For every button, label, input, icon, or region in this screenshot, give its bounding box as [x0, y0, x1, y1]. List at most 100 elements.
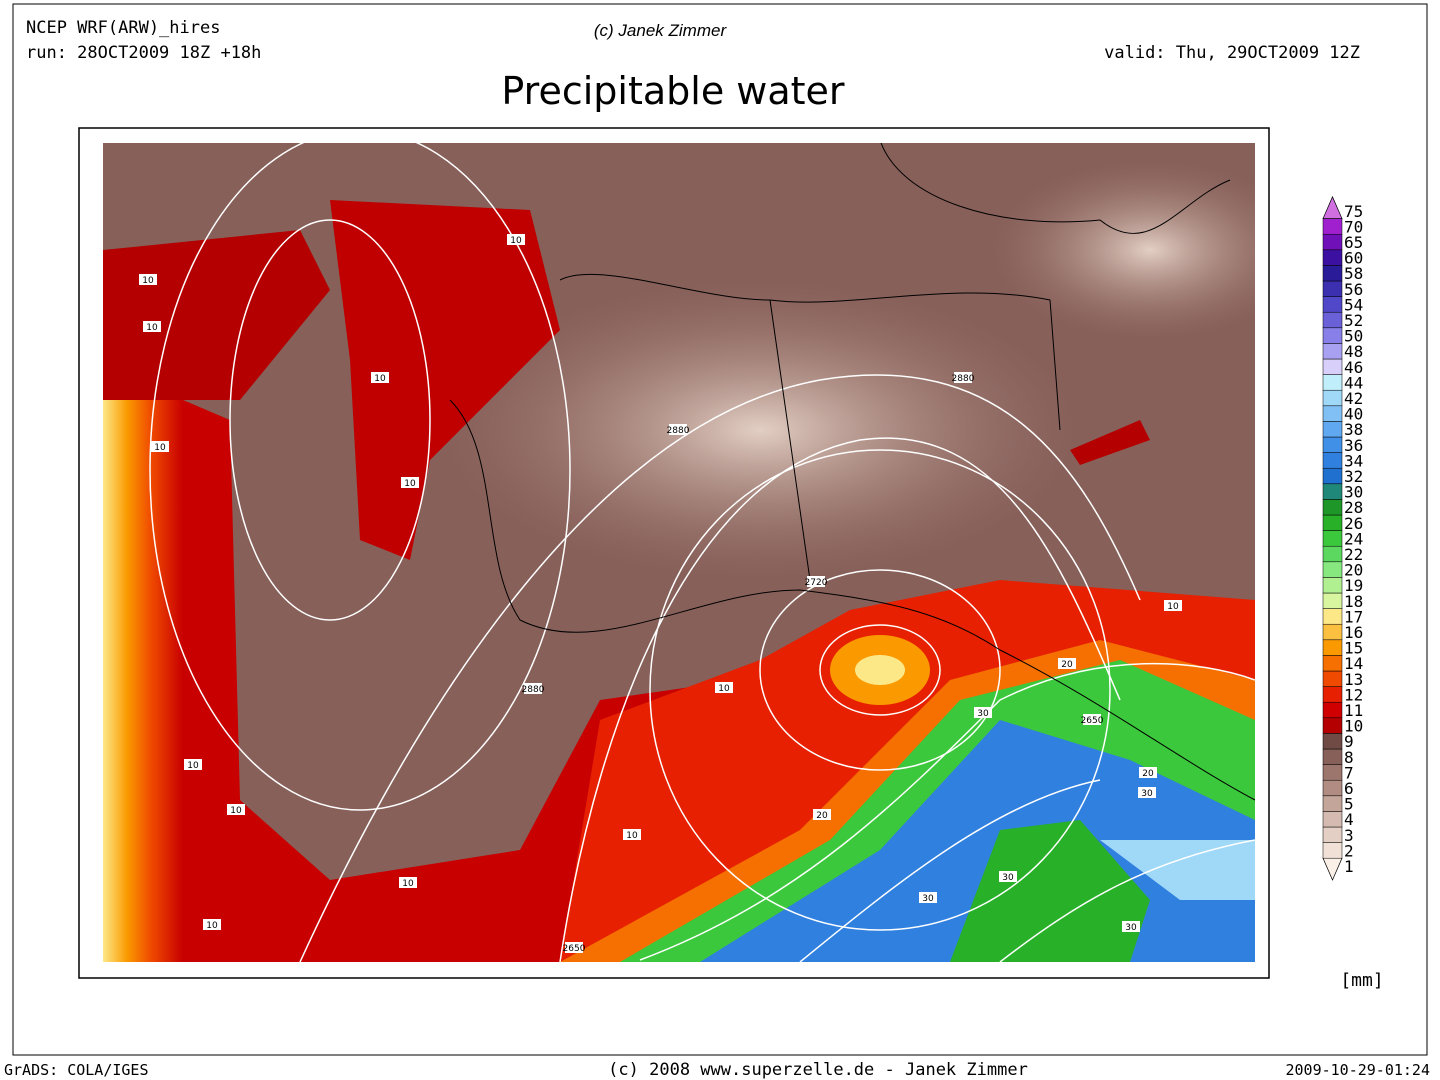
colorbar-swatch — [1322, 405, 1343, 422]
colorbar-swatch — [1322, 545, 1343, 563]
valid-time: valid: Thu, 29OCT2009 12Z — [1104, 43, 1360, 63]
colorbar-swatch — [1322, 639, 1343, 656]
colorbar-swatch — [1322, 389, 1343, 407]
colorbar-label: 5 — [1344, 795, 1354, 814]
contour-label: 10 — [404, 479, 416, 489]
contour-label-box — [1058, 658, 1076, 669]
colorbar-label: 7 — [1344, 763, 1354, 782]
colorbar-label: 17 — [1344, 607, 1363, 626]
colorbar-swatch — [1322, 623, 1343, 641]
contour-label-box — [669, 424, 687, 435]
colorbar-swatch — [1322, 701, 1343, 719]
contour-label-box — [371, 372, 389, 383]
contour-label: 30 — [922, 894, 934, 904]
colorbar-swatch — [1322, 577, 1343, 594]
colorbar-label: 65 — [1344, 233, 1363, 252]
colorbar-label: 15 — [1344, 639, 1363, 658]
colorbar-label: 38 — [1344, 420, 1363, 439]
colorbar-swatch — [1322, 343, 1343, 360]
colorbar-label: 30 — [1344, 483, 1363, 502]
colorbar-swatch — [1322, 467, 1343, 485]
model-name: NCEP WRF(ARW)_hires — [26, 18, 220, 38]
contour-label-box — [999, 871, 1017, 882]
footer-left: GrADS: COLA/IGES — [4, 1061, 149, 1079]
colorbar-label: 54 — [1344, 295, 1363, 314]
colorbar-label: 8 — [1344, 748, 1354, 767]
colorbar-swatch — [1322, 452, 1343, 469]
colorbar-swatch — [1322, 218, 1343, 235]
contour-label-box — [184, 759, 202, 770]
contour-label-box — [813, 809, 831, 820]
colorbar-label: 46 — [1344, 358, 1363, 377]
contour-label-box — [919, 892, 937, 903]
colorbar-swatch — [1322, 265, 1343, 282]
colorbar-swatch — [1322, 421, 1343, 438]
contour-label: 30 — [977, 709, 989, 719]
colorbar-label: 42 — [1344, 389, 1363, 408]
contour-label-box — [203, 919, 221, 930]
contour-label: 10 — [142, 276, 154, 286]
colorbar-label: 52 — [1344, 311, 1363, 330]
colorbar-swatch — [1322, 327, 1343, 344]
colorbar-label: 36 — [1344, 436, 1363, 455]
colorbar-swatch — [1322, 655, 1343, 672]
contour-label: 10 — [402, 879, 414, 889]
colorbar-label: 19 — [1344, 576, 1363, 595]
contour-label: 30 — [1141, 789, 1153, 799]
colorbar-label: 20 — [1344, 561, 1363, 580]
colorbar-label: 22 — [1344, 545, 1363, 564]
contour-label: 2720 — [805, 578, 828, 588]
contour-label: 2880 — [667, 426, 690, 436]
colorbar-swatch — [1322, 311, 1343, 329]
contour-label: 10 — [146, 323, 158, 333]
colorbar-label: 11 — [1344, 701, 1363, 720]
colorbar-label: 1 — [1344, 857, 1354, 876]
colorbar-swatch — [1322, 483, 1343, 500]
colorbar-swatch — [1322, 826, 1343, 843]
colorbar-label: 10 — [1344, 717, 1363, 736]
colorbar-label: 70 — [1344, 217, 1363, 236]
colorbar-swatch — [1322, 717, 1343, 734]
contour-label-box — [974, 707, 992, 718]
title: Precipitable water — [501, 69, 845, 113]
colorbar-label: 6 — [1344, 779, 1354, 798]
contour-label-box — [565, 942, 583, 953]
colorbar-swatch — [1322, 592, 1343, 609]
contour-label-box — [139, 274, 157, 285]
contour-label: 30 — [1125, 923, 1137, 933]
contour-label-box — [143, 321, 161, 332]
contour-label-box — [954, 372, 972, 383]
colorbar-label: 24 — [1344, 529, 1363, 548]
colorbar-label: 14 — [1344, 654, 1363, 673]
colorbar-label: 56 — [1344, 280, 1363, 299]
contour-label: 2650 — [1081, 716, 1104, 726]
colorbar-label: 48 — [1344, 342, 1363, 361]
contour-label-box — [227, 804, 245, 815]
contour-label: 20 — [1142, 769, 1154, 779]
colorbar-swatch — [1322, 733, 1343, 750]
colorbar-end — [1322, 195, 1343, 219]
colorbar-swatch — [1322, 514, 1343, 531]
colorbar-label: 9 — [1344, 732, 1354, 751]
colorbar-swatch — [1322, 686, 1343, 703]
colorbar-swatch — [1322, 296, 1343, 313]
contour-label-box — [524, 683, 542, 694]
contour-label: 20 — [1061, 660, 1073, 670]
colorbar-label: 60 — [1344, 249, 1363, 268]
colorbar-swatch — [1322, 748, 1343, 765]
run-time: run: 28OCT2009 18Z +18h — [26, 43, 261, 63]
contour-label: 10 — [1167, 602, 1179, 612]
contour-label-box — [401, 477, 419, 488]
colorbar-swatch — [1322, 811, 1343, 828]
colorbar-end — [1322, 857, 1343, 881]
contour-label: 10 — [230, 806, 242, 816]
colorbar-label: 75 — [1344, 202, 1363, 221]
outer-border — [12, 3, 1428, 1056]
footer-right: 2009-10-29-01:24 — [1286, 1061, 1431, 1079]
colorbar-label: 58 — [1344, 264, 1363, 283]
contour-label: 10 — [206, 921, 218, 931]
colorbar-label: 16 — [1344, 623, 1363, 642]
colorbar-swatch — [1322, 608, 1343, 625]
